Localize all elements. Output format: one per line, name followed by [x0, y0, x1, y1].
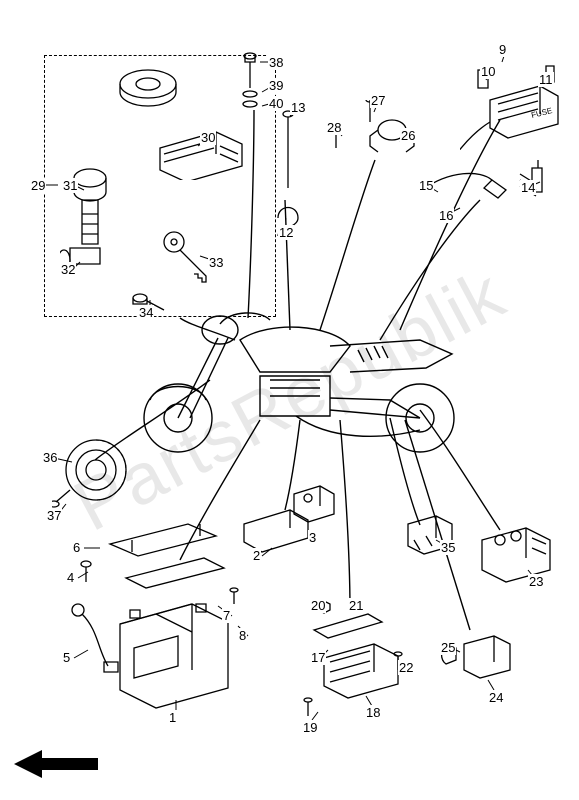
part-relay-24	[440, 620, 520, 700]
callout-21: 21	[348, 598, 364, 613]
part-fuel-cap	[96, 62, 196, 122]
callout-13: 13	[290, 100, 306, 115]
callout-1: 1	[168, 710, 177, 725]
callout-3: 3	[308, 530, 317, 545]
callout-7: 7	[222, 608, 231, 623]
callout-30: 30	[200, 130, 216, 145]
callout-17: 17	[310, 650, 326, 665]
svg-text:FUSE: FUSE	[530, 106, 553, 120]
callout-18: 18	[365, 705, 381, 720]
callout-37: 37	[46, 508, 62, 523]
part-battery-holder	[80, 520, 250, 610]
callout-16: 16	[438, 208, 454, 223]
callout-8: 8	[238, 628, 247, 643]
callout-9: 9	[498, 42, 507, 57]
callout-35: 35	[440, 540, 456, 555]
callout-10: 10	[480, 64, 496, 79]
callout-5: 5	[62, 650, 71, 665]
callout-20: 20	[310, 598, 326, 613]
callout-19: 19	[302, 720, 318, 735]
part-starter-relay	[472, 510, 562, 590]
callout-33: 33	[208, 255, 224, 270]
callout-26: 26	[400, 128, 416, 143]
callout-15: 15	[418, 178, 434, 193]
callout-27: 27	[370, 93, 386, 108]
part-fuse-box: FUSE	[460, 60, 570, 150]
part-battery-lead	[68, 600, 128, 680]
direction-arrow-icon	[14, 744, 104, 789]
callout-11: 11	[538, 72, 554, 87]
callout-14: 14	[520, 180, 536, 195]
callout-36: 36	[42, 450, 58, 465]
callout-29: 29	[30, 178, 46, 193]
callout-28: 28	[326, 120, 342, 135]
callout-39: 39	[268, 78, 284, 93]
callout-31: 31	[62, 178, 78, 193]
callout-2: 2	[252, 548, 261, 563]
callout-34: 34	[138, 305, 154, 320]
callout-38: 38	[268, 55, 284, 70]
callout-12: 12	[278, 225, 294, 240]
motorcycle-silhouette	[120, 280, 480, 460]
callout-6: 6	[72, 540, 81, 555]
callout-23: 23	[528, 574, 544, 589]
callout-25: 25	[440, 640, 456, 655]
part-bolt-38	[236, 50, 264, 110]
callout-40: 40	[268, 96, 284, 111]
callout-24: 24	[488, 690, 504, 705]
callout-4: 4	[66, 570, 75, 585]
part-cdi-unit	[150, 120, 250, 180]
part-horn	[52, 430, 142, 520]
callout-22: 22	[398, 660, 414, 675]
callout-32: 32	[60, 262, 76, 277]
part-clamp-12	[270, 108, 310, 238]
